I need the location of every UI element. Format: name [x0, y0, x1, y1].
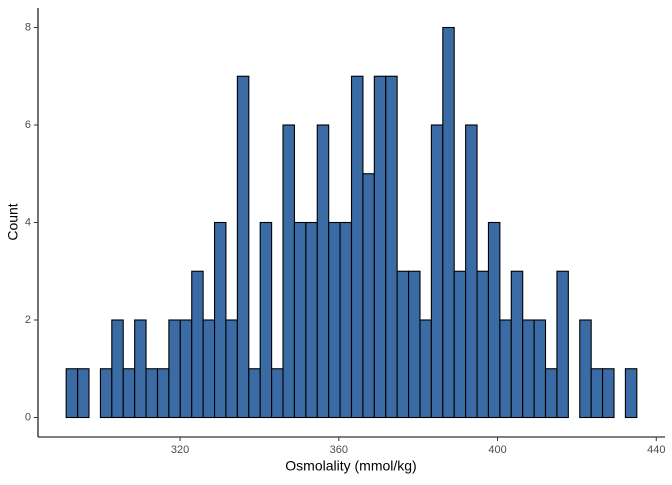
x-tick-label: 320 — [171, 444, 189, 456]
bar — [282, 124, 295, 419]
bar — [179, 319, 193, 419]
bar — [202, 319, 216, 419]
bar — [259, 221, 273, 419]
bar — [339, 221, 353, 419]
x-tick-label: 400 — [488, 444, 506, 456]
bar — [350, 75, 364, 419]
bar — [419, 319, 432, 419]
y-tick-label: 8 — [25, 21, 31, 33]
bar — [624, 368, 638, 419]
bar — [328, 221, 341, 419]
bar — [122, 368, 136, 419]
x-tick-label: 360 — [330, 444, 348, 456]
bar — [396, 270, 410, 419]
bar — [362, 173, 375, 419]
bar — [476, 270, 489, 419]
bar — [134, 319, 147, 419]
x-axis-label: Osmolality (mmol/kg) — [285, 458, 416, 474]
bar — [602, 368, 615, 419]
bar — [77, 368, 90, 419]
bar — [248, 368, 261, 419]
bar — [522, 319, 535, 419]
y-tick-label: 2 — [25, 314, 31, 326]
bar — [453, 270, 467, 419]
bar — [111, 319, 124, 419]
bar — [510, 270, 524, 419]
bar — [236, 75, 250, 419]
bar — [191, 270, 204, 419]
bar — [271, 368, 284, 419]
y-tick-label: 0 — [25, 411, 31, 423]
bar — [293, 221, 307, 419]
bar — [214, 221, 227, 419]
bar — [225, 319, 238, 419]
bar — [442, 26, 455, 419]
y-axis-label: Count — [5, 203, 21, 240]
x-tick-label: 440 — [647, 444, 665, 456]
bar — [590, 368, 604, 419]
bar — [544, 368, 558, 419]
bar — [145, 368, 159, 419]
bar — [556, 270, 569, 419]
bar — [385, 75, 398, 419]
bar — [533, 319, 547, 419]
y-tick-label: 6 — [25, 119, 31, 131]
bar — [487, 221, 501, 419]
bar — [579, 319, 592, 419]
bar — [465, 124, 478, 419]
bar — [430, 124, 444, 419]
bar — [156, 368, 170, 419]
bar — [499, 319, 512, 419]
bar — [373, 75, 387, 419]
bar — [168, 319, 181, 419]
bar — [65, 368, 79, 419]
bar — [99, 368, 113, 419]
bar — [408, 270, 421, 419]
bar — [316, 124, 330, 419]
bar — [305, 221, 318, 419]
y-tick-label: 4 — [25, 216, 31, 228]
